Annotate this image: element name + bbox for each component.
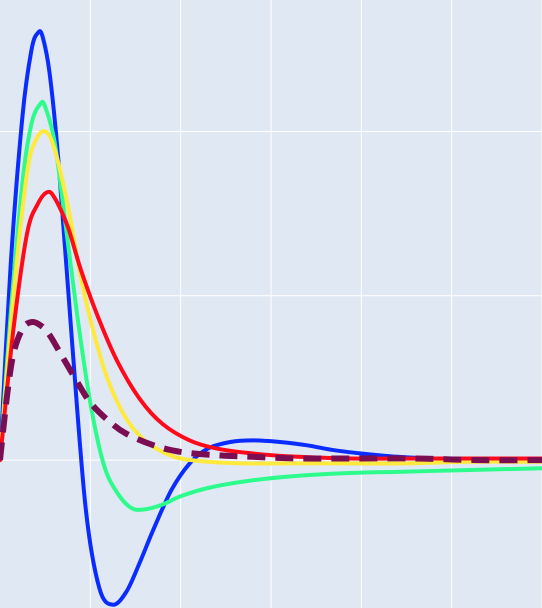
line-chart <box>0 0 542 608</box>
